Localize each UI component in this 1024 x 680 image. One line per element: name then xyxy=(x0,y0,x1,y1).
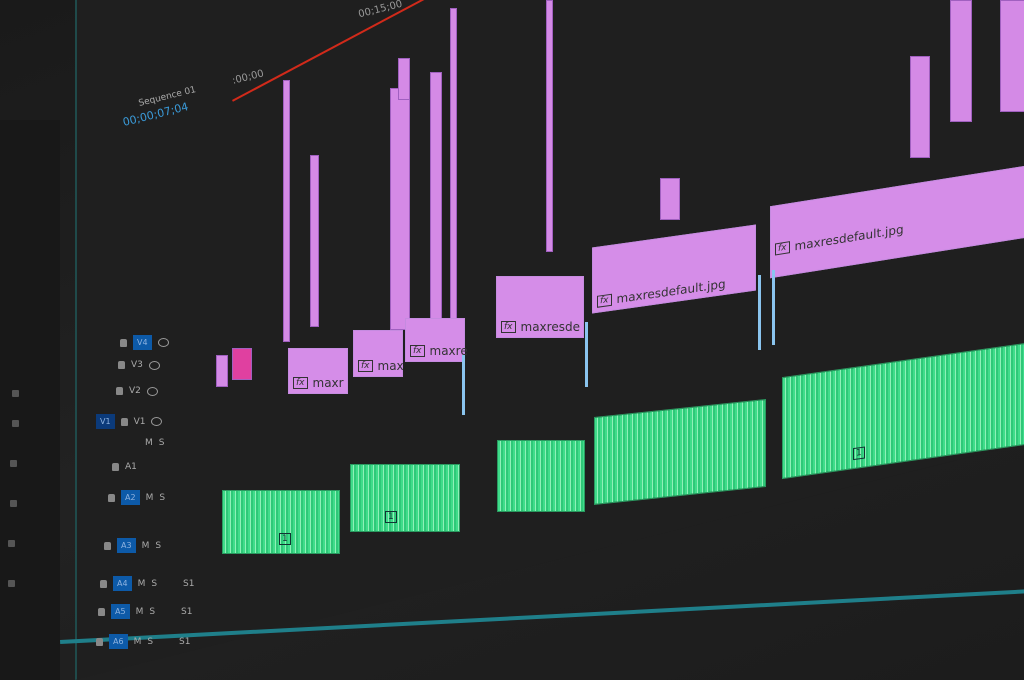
eye-icon[interactable] xyxy=(157,338,169,347)
fx-badge: fx xyxy=(597,293,612,308)
video-clip-stack[interactable] xyxy=(430,72,442,324)
lock-icon[interactable] xyxy=(100,579,107,588)
track-label[interactable]: V1 xyxy=(133,416,146,427)
track-v3: V3 xyxy=(118,360,160,370)
track-label[interactable]: A1 xyxy=(125,462,137,472)
video-clip-thin[interactable] xyxy=(585,322,588,387)
track-label[interactable]: A3 xyxy=(117,538,136,553)
track-label[interactable]: V3 xyxy=(131,360,143,370)
track-v4: V4 xyxy=(120,335,169,350)
clip-marker: 1 xyxy=(385,511,397,523)
submix-label: S1 xyxy=(181,606,193,617)
solo-button[interactable]: S xyxy=(155,540,162,551)
clip-name: maxresdefault.jpg xyxy=(794,222,904,254)
clip-name: maxresde xyxy=(520,320,580,334)
clip-marker: 1 xyxy=(853,446,865,461)
solo-button[interactable]: S xyxy=(158,438,165,448)
lock-icon[interactable] xyxy=(108,493,115,502)
video-clip[interactable]: fx maxre xyxy=(405,318,468,362)
lock-icon[interactable] xyxy=(112,463,119,471)
lock-icon[interactable] xyxy=(104,541,111,550)
video-clip-stack[interactable] xyxy=(910,56,930,158)
eye-icon[interactable] xyxy=(151,417,163,426)
track-v1: V1 V1 xyxy=(96,414,163,429)
eye-icon[interactable] xyxy=(146,386,158,396)
video-clip-stack[interactable] xyxy=(546,0,553,252)
track-label[interactable]: A5 xyxy=(111,604,130,619)
video-clip[interactable] xyxy=(232,348,252,380)
track-a1: A1 xyxy=(112,462,137,472)
video-clip-stack[interactable] xyxy=(398,58,410,100)
lock-icon[interactable] xyxy=(96,637,103,646)
fx-badge: fx xyxy=(293,377,308,389)
track-label[interactable]: A2 xyxy=(121,490,140,505)
track-label[interactable]: A4 xyxy=(113,576,132,591)
video-clip-thin[interactable] xyxy=(462,355,465,415)
solo-button[interactable]: S xyxy=(149,606,156,617)
fx-badge: fx xyxy=(410,345,425,357)
clip-name: maxre xyxy=(429,344,468,358)
lock-icon[interactable] xyxy=(120,338,127,347)
audio-clip[interactable] xyxy=(497,440,585,512)
mute-button[interactable]: M xyxy=(141,540,150,551)
mute-button[interactable]: M xyxy=(145,492,154,503)
video-clip-stack[interactable] xyxy=(310,155,319,327)
project-panel xyxy=(0,120,60,680)
video-clip-stack[interactable] xyxy=(1000,0,1024,112)
video-clip-stack[interactable] xyxy=(660,178,680,220)
track-label[interactable]: A6 xyxy=(109,634,128,649)
video-clip[interactable]: fx maxresde xyxy=(496,276,584,338)
track-label[interactable]: V4 xyxy=(133,335,152,350)
video-clip[interactable] xyxy=(216,355,228,387)
video-clip[interactable]: fx maxr xyxy=(288,348,348,394)
mute-button[interactable]: M xyxy=(135,606,144,617)
track-label[interactable]: V2 xyxy=(129,386,141,396)
source-patch[interactable]: V1 xyxy=(96,414,115,429)
track-a2: A2 M S xyxy=(108,490,165,505)
submix-label: S1 xyxy=(183,578,195,589)
track-a6: A6 M S S1 xyxy=(96,634,191,649)
video-clip-thin[interactable] xyxy=(758,275,761,350)
audio-clip[interactable] xyxy=(594,398,766,506)
video-clip-stack[interactable] xyxy=(450,8,457,320)
track-v2: V2 xyxy=(116,386,158,396)
solo-button[interactable]: S xyxy=(151,578,158,589)
clip-marker: 1 xyxy=(279,533,291,545)
lock-icon[interactable] xyxy=(116,387,123,395)
fx-badge: fx xyxy=(775,241,790,256)
video-clip[interactable]: fx max xyxy=(353,330,404,377)
clip-name: max xyxy=(377,359,404,373)
lock-icon[interactable] xyxy=(120,417,128,426)
solo-button[interactable]: S xyxy=(147,636,154,647)
mute-button[interactable]: M xyxy=(133,636,142,647)
audio-clip[interactable]: 1 xyxy=(222,490,340,554)
fx-badge: fx xyxy=(358,360,373,372)
mute-button[interactable]: M xyxy=(137,578,146,589)
track-a4: A4 M S S1 xyxy=(100,576,195,591)
track-a3: A3 M S xyxy=(104,538,161,553)
video-clip-thin[interactable] xyxy=(772,270,775,345)
audio-clip[interactable]: 1 xyxy=(350,464,460,532)
eye-icon[interactable] xyxy=(148,360,160,370)
clip-name: maxr xyxy=(312,376,344,390)
video-clip-stack[interactable] xyxy=(283,80,290,342)
submix-label: S1 xyxy=(179,636,191,647)
fx-badge: fx xyxy=(501,321,516,333)
solo-button[interactable]: S xyxy=(159,492,166,503)
video-clip-stack[interactable] xyxy=(950,0,972,122)
lock-icon[interactable] xyxy=(118,361,125,369)
lock-icon[interactable] xyxy=(98,607,105,616)
track-a5: A5 M S S1 xyxy=(98,604,193,619)
mute-button[interactable]: M xyxy=(145,438,153,448)
video-clip-stack[interactable] xyxy=(390,88,410,330)
